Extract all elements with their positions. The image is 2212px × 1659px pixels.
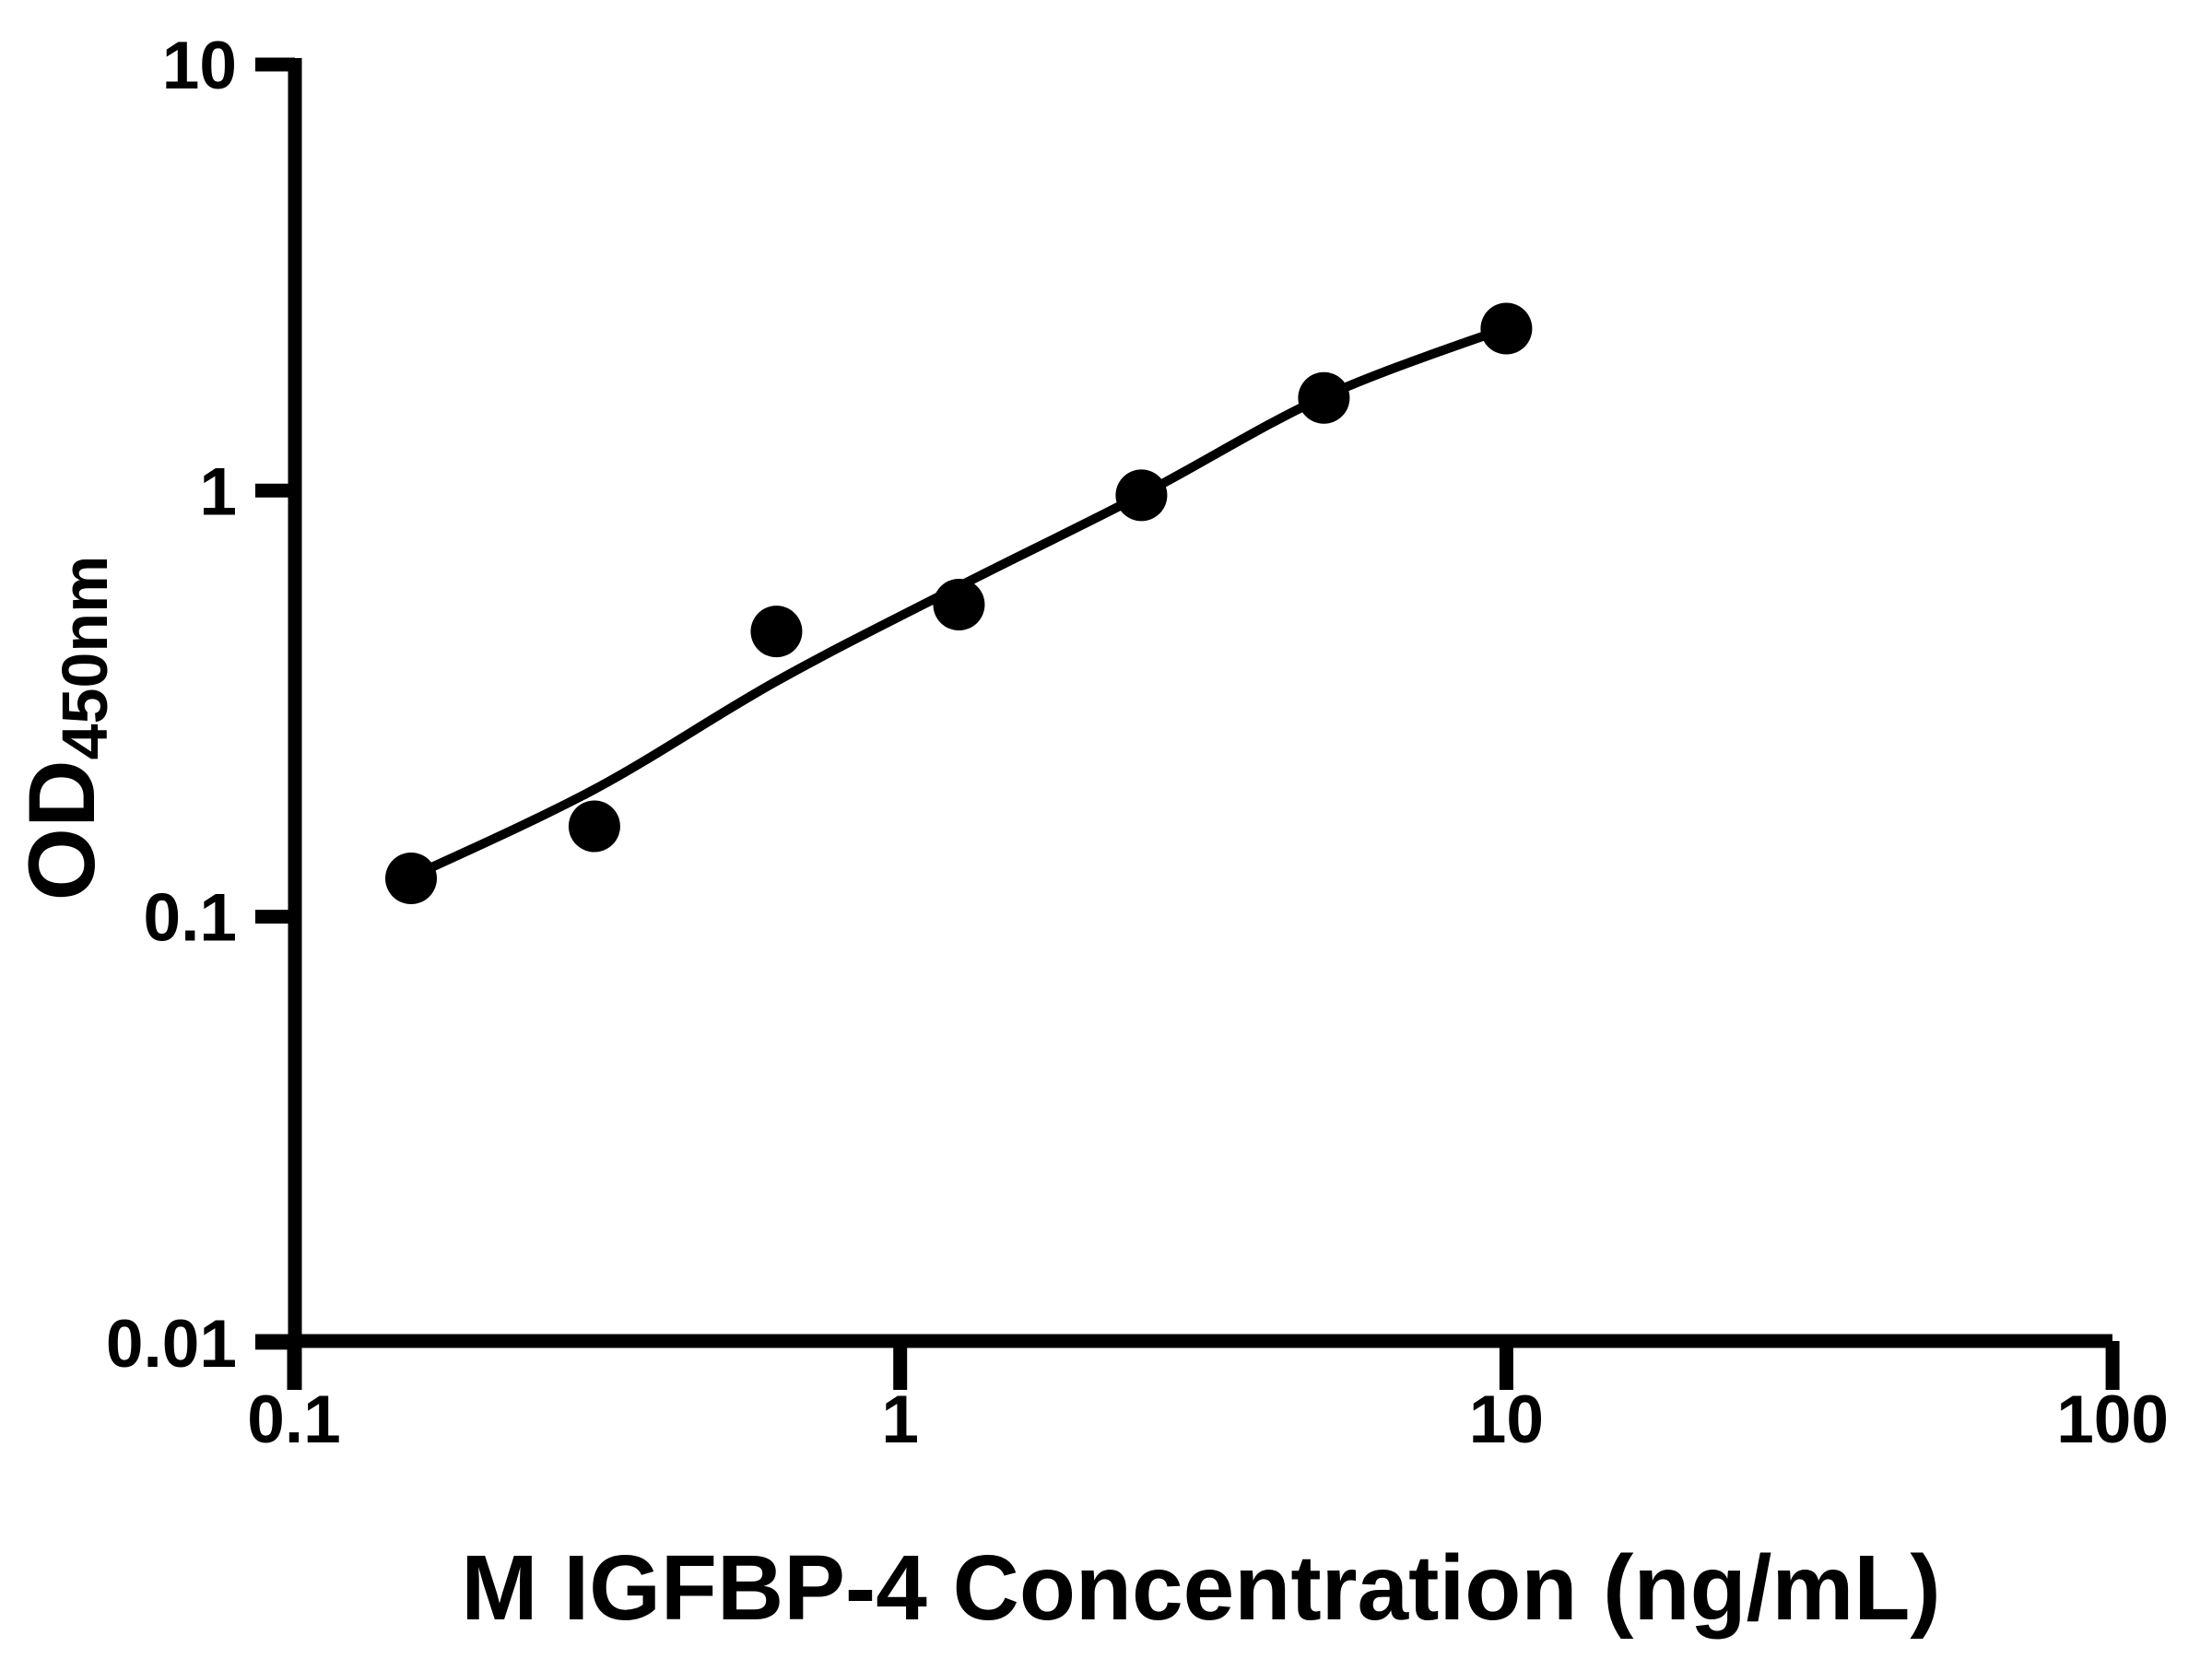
x-tick-label: 1: [881, 1382, 919, 1457]
y-tick-label: 1: [199, 454, 237, 529]
x-tick-label: 10: [1469, 1382, 1544, 1457]
data-point: [933, 579, 985, 631]
x-tick-label: 100: [2056, 1382, 2169, 1457]
data-point: [1298, 371, 1350, 424]
data-point: [385, 853, 438, 905]
data-point: [1480, 302, 1533, 355]
y-tick-label: 0.1: [144, 881, 237, 956]
y-axis-title: OD450nm: [9, 556, 121, 901]
data-point: [568, 800, 620, 853]
x-axis-title: M IGFBP-4 Concentration (ng/mL): [461, 1536, 1940, 1640]
data-point: [1115, 469, 1168, 522]
data-point: [750, 606, 803, 658]
y-axis-title-main: OD: [9, 759, 114, 900]
y-tick-label: 10: [162, 29, 237, 103]
y-tick-label: 0.01: [106, 1307, 237, 1382]
x-tick-label: 0.1: [247, 1382, 340, 1457]
y-axis-title-subscript: 450nm: [49, 556, 121, 760]
